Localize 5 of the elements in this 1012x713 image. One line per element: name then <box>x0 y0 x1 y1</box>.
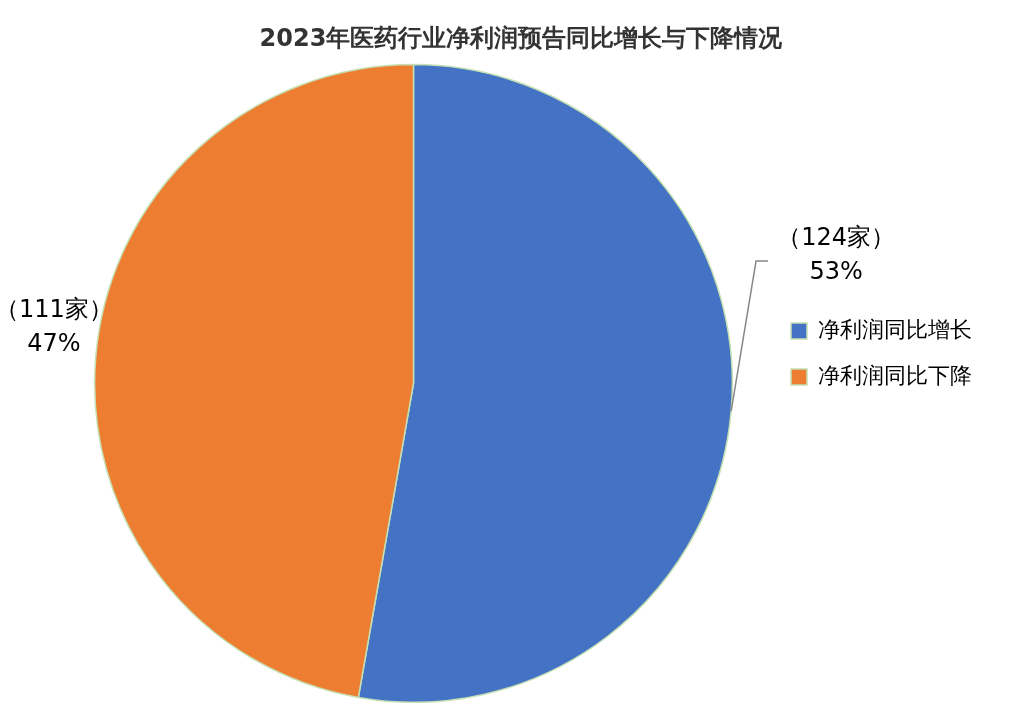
legend-label: 净利润同比增长 <box>818 316 972 342</box>
legend-label: 净利润同比下降 <box>818 362 972 388</box>
chart-title: 2023年医药行业净利润预告同比增长与下降情况 <box>259 23 784 52</box>
data-label: （124家） 53% <box>777 223 895 286</box>
data-label: （111家） 47% <box>0 294 113 357</box>
